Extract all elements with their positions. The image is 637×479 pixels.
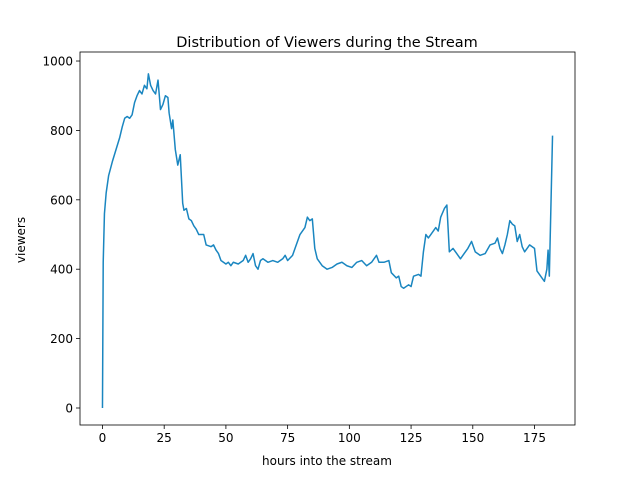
y-tick-label: 400 [50,263,73,277]
x-tick-label: 25 [157,431,172,445]
y-tick-label: 200 [50,332,73,346]
x-tick-label: 50 [218,431,233,445]
x-tick-label: 0 [99,431,107,445]
y-tick-label: 800 [50,124,73,138]
x-axis-label: hours into the stream [262,454,392,468]
y-tick-label: 0 [65,401,73,415]
axes-frame [79,51,576,426]
x-tick-label: 100 [338,431,361,445]
x-tick-label: 175 [523,431,546,445]
x-tick-label: 125 [400,431,423,445]
y-axis-label: viewers [14,217,28,263]
chart-title: Distribution of Viewers during the Strea… [176,35,478,51]
x-tick-label: 75 [280,431,295,445]
plot-area [101,73,554,409]
x-tick-label: 150 [461,431,484,445]
y-tick-label: 600 [50,193,73,207]
y-tick-label: 1000 [42,55,73,69]
data-line [101,73,554,409]
